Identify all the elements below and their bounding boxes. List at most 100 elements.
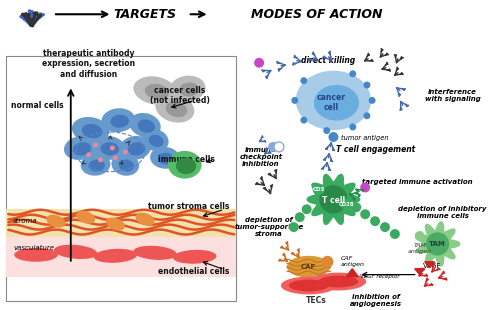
Circle shape <box>360 209 370 219</box>
Ellipse shape <box>296 71 371 130</box>
Text: TAM: TAM <box>429 241 446 247</box>
Ellipse shape <box>64 136 98 160</box>
Circle shape <box>254 58 264 68</box>
Text: targeted immune activation: targeted immune activation <box>362 179 473 185</box>
Ellipse shape <box>136 213 154 226</box>
Circle shape <box>98 157 103 162</box>
Circle shape <box>292 97 298 104</box>
Circle shape <box>352 202 361 212</box>
Text: MODES OF ACTION: MODES OF ACTION <box>251 8 382 21</box>
Circle shape <box>86 152 91 157</box>
Text: cancer cells
(not infected): cancer cells (not infected) <box>150 86 210 105</box>
Ellipse shape <box>173 250 216 264</box>
Ellipse shape <box>314 85 359 121</box>
Ellipse shape <box>110 115 129 128</box>
Ellipse shape <box>46 215 66 228</box>
Text: TARGETS: TARGETS <box>114 8 176 21</box>
Text: immune cells: immune cells <box>158 155 214 164</box>
Polygon shape <box>424 262 434 268</box>
Ellipse shape <box>134 246 177 260</box>
Ellipse shape <box>92 136 126 160</box>
Ellipse shape <box>158 153 174 165</box>
Circle shape <box>414 231 424 241</box>
Ellipse shape <box>100 142 119 155</box>
Ellipse shape <box>80 154 110 176</box>
Ellipse shape <box>142 129 169 151</box>
Circle shape <box>360 183 370 193</box>
Circle shape <box>274 142 284 152</box>
Ellipse shape <box>54 245 98 259</box>
Ellipse shape <box>134 76 176 105</box>
Text: stroma: stroma <box>14 218 38 224</box>
Ellipse shape <box>287 256 331 277</box>
Text: CAF: CAF <box>301 264 316 270</box>
Text: endothelial cells: endothelial cells <box>158 267 230 276</box>
Circle shape <box>370 216 380 226</box>
Ellipse shape <box>310 272 366 290</box>
Text: TAM
antigen: TAM antigen <box>408 243 432 254</box>
Circle shape <box>295 212 304 222</box>
FancyBboxPatch shape <box>6 56 236 301</box>
Ellipse shape <box>102 108 135 132</box>
Circle shape <box>312 184 324 195</box>
Ellipse shape <box>156 94 194 123</box>
Circle shape <box>340 198 352 210</box>
Circle shape <box>110 145 115 150</box>
Ellipse shape <box>112 154 139 176</box>
Circle shape <box>328 132 338 142</box>
FancyBboxPatch shape <box>6 237 236 277</box>
Circle shape <box>93 143 98 148</box>
Ellipse shape <box>176 157 196 174</box>
Polygon shape <box>416 222 460 266</box>
Ellipse shape <box>128 142 145 155</box>
Text: CAF
antigen: CAF antigen <box>340 256 364 267</box>
Text: cancer
cell: cancer cell <box>317 93 346 112</box>
FancyBboxPatch shape <box>6 209 236 237</box>
Ellipse shape <box>73 142 91 156</box>
Ellipse shape <box>426 232 449 255</box>
Ellipse shape <box>166 102 187 117</box>
Circle shape <box>380 222 390 232</box>
Text: vasculature: vasculature <box>14 245 54 251</box>
Ellipse shape <box>168 151 202 179</box>
Text: CD28: CD28 <box>338 202 354 207</box>
Circle shape <box>350 123 356 131</box>
Circle shape <box>113 155 118 160</box>
Text: T cell: T cell <box>322 196 345 205</box>
Ellipse shape <box>150 147 180 169</box>
Ellipse shape <box>106 218 125 231</box>
Circle shape <box>364 112 370 119</box>
Ellipse shape <box>94 249 137 263</box>
Ellipse shape <box>82 124 102 138</box>
Text: TECs: TECs <box>306 296 327 305</box>
Ellipse shape <box>320 185 347 214</box>
Circle shape <box>289 222 298 232</box>
Ellipse shape <box>148 135 164 147</box>
Polygon shape <box>414 269 424 275</box>
Circle shape <box>364 82 370 88</box>
Text: normal cells: normal cells <box>12 101 64 110</box>
Ellipse shape <box>120 136 151 160</box>
Text: CD3: CD3 <box>312 187 325 192</box>
Circle shape <box>368 97 376 104</box>
Polygon shape <box>346 269 358 277</box>
Circle shape <box>324 127 330 134</box>
Ellipse shape <box>119 160 134 172</box>
Circle shape <box>123 149 128 154</box>
Text: VEGF: VEGF <box>424 263 442 269</box>
Ellipse shape <box>76 211 95 224</box>
Polygon shape <box>308 175 360 224</box>
Text: tumor antigen: tumor antigen <box>342 135 389 141</box>
Ellipse shape <box>281 277 336 294</box>
Text: depletion of
tumor-supportive
stroma: depletion of tumor-supportive stroma <box>234 217 304 237</box>
Text: tumor stroma cells: tumor stroma cells <box>148 202 230 211</box>
Ellipse shape <box>138 119 155 133</box>
Circle shape <box>268 142 278 152</box>
Ellipse shape <box>145 84 169 100</box>
Ellipse shape <box>72 117 110 143</box>
Text: inhibition of
angiogenesis: inhibition of angiogenesis <box>350 294 402 307</box>
Ellipse shape <box>14 248 58 262</box>
Ellipse shape <box>318 276 358 287</box>
Text: T cell engagement: T cell engagement <box>336 145 415 154</box>
Ellipse shape <box>170 76 205 101</box>
